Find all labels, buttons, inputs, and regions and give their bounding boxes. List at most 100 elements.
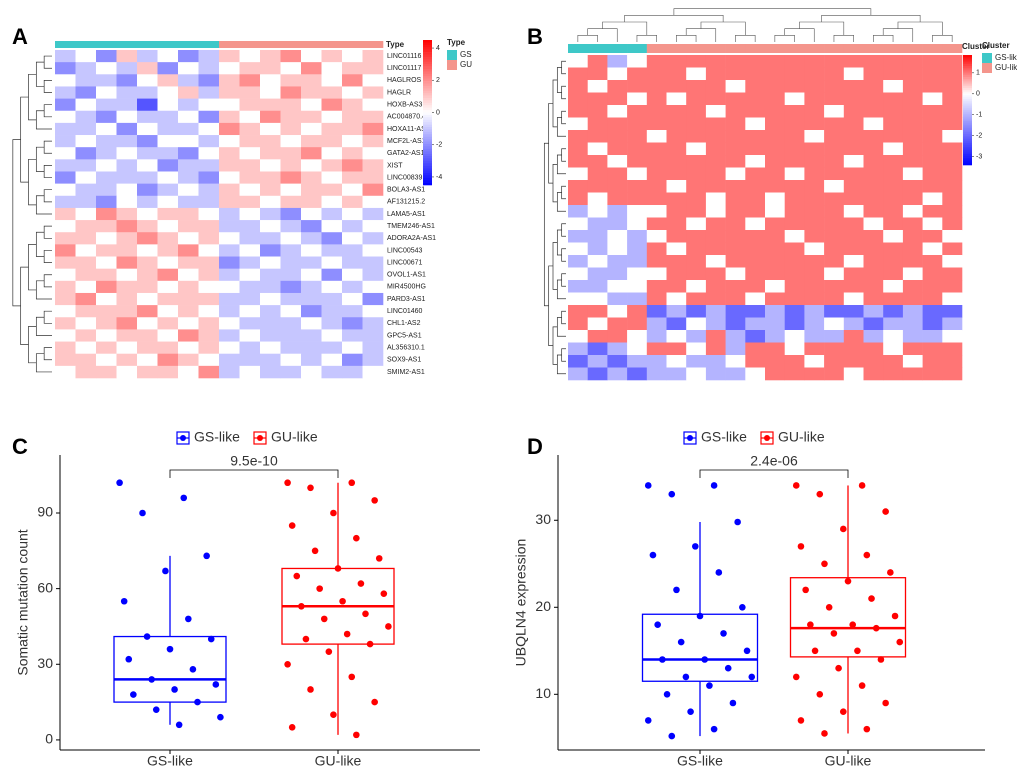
heatmap-cell xyxy=(280,353,302,367)
heatmap-cell xyxy=(198,341,220,355)
colorbar-tick-label: -1 xyxy=(976,112,982,119)
heatmap-cell xyxy=(342,195,363,209)
heatmap-cell xyxy=(705,80,726,93)
heatmap-cell xyxy=(902,292,923,306)
heatmap-cell xyxy=(902,317,923,331)
heatmap-cell xyxy=(824,367,845,381)
heatmap-cell xyxy=(219,220,240,233)
heatmap-cell xyxy=(824,130,845,143)
heatmap-cell xyxy=(260,341,281,355)
heatmap-cell xyxy=(666,67,687,81)
heatmap-cell xyxy=(666,55,687,68)
heatmap-cell xyxy=(219,86,240,99)
colorbar-step xyxy=(963,163,972,166)
point xyxy=(143,633,151,640)
dendrogram xyxy=(35,231,45,257)
heatmap-cell xyxy=(607,55,628,68)
heatmap-cell xyxy=(137,195,158,209)
heatmap-cell xyxy=(902,67,923,81)
heatmap-cell xyxy=(804,205,825,218)
heatmap-cell xyxy=(157,195,179,209)
heatmap-cell xyxy=(863,330,884,343)
heatmap-cell xyxy=(301,256,322,269)
heatmap-cell xyxy=(883,155,904,168)
heatmap-cell xyxy=(55,74,76,87)
colorbar-step xyxy=(963,77,972,80)
heatmap-cell xyxy=(198,329,220,342)
heatmap-cell xyxy=(843,217,864,231)
heatmap-cell xyxy=(607,205,628,218)
heatmap-cell xyxy=(627,80,648,93)
heatmap-cell xyxy=(362,280,384,294)
heatmap-cell xyxy=(157,220,179,233)
point xyxy=(330,509,337,517)
heatmap-cell xyxy=(942,92,963,106)
panel-label: C xyxy=(12,434,28,459)
heatmap-cell xyxy=(137,256,158,269)
heatmap-cell xyxy=(587,80,608,93)
point xyxy=(311,547,319,555)
heatmap-cell xyxy=(725,255,746,268)
point xyxy=(366,640,374,648)
heatmap-cell xyxy=(804,142,825,156)
heatmap-cell xyxy=(627,105,648,118)
colorbar-step xyxy=(423,95,432,99)
heatmap-cell xyxy=(902,130,923,143)
colorbar-step xyxy=(963,100,972,103)
heatmap-cell xyxy=(157,207,179,221)
heatmap-cell xyxy=(824,230,845,243)
heatmap-cell xyxy=(646,230,667,243)
heatmap-cell xyxy=(137,183,158,197)
heatmap-cell xyxy=(280,292,302,306)
heatmap-cell xyxy=(843,317,864,331)
legend-swatch xyxy=(447,50,457,60)
heatmap-cell xyxy=(902,242,923,256)
heatmap-cell xyxy=(824,105,845,118)
heatmap-cell xyxy=(883,242,904,256)
heatmap-cell xyxy=(157,317,179,330)
heatmap-cell xyxy=(280,365,302,379)
colorbar-step xyxy=(423,107,432,111)
annotation-cell xyxy=(765,44,785,53)
heatmap-cell xyxy=(922,242,943,256)
heatmap-cell xyxy=(804,117,825,131)
heatmap-cell xyxy=(824,280,845,293)
heatmap-cell xyxy=(178,280,199,294)
point xyxy=(854,647,861,655)
annotation-cell xyxy=(824,44,845,53)
row-label: GPC5-AS1 xyxy=(387,332,422,339)
heatmap-cell xyxy=(260,159,281,172)
heatmap-cell xyxy=(280,86,302,99)
heatmap-cell xyxy=(804,180,825,193)
heatmap-cell xyxy=(863,167,884,181)
point xyxy=(896,638,904,646)
heatmap-cell xyxy=(686,292,707,306)
heatmap-cell xyxy=(686,367,707,381)
heatmap-cell xyxy=(301,329,322,342)
heatmap-cell xyxy=(607,255,628,268)
colorbar-step xyxy=(423,81,432,84)
colorbar-step xyxy=(423,119,432,123)
dendrogram xyxy=(676,35,697,42)
heatmap-cell xyxy=(666,155,687,168)
heatmap-cell xyxy=(96,365,117,379)
heatmap-cell xyxy=(301,317,322,330)
colorbar-tick-label: -2 xyxy=(436,142,442,149)
heatmap-cell xyxy=(843,230,864,243)
heatmap-cell xyxy=(321,62,343,75)
heatmap-cell xyxy=(666,230,687,243)
colorbar-step xyxy=(963,86,972,89)
legend-swatch xyxy=(447,60,457,70)
heatmap-cell xyxy=(627,280,648,293)
heatmap-cell xyxy=(178,86,199,99)
heatmap-cell xyxy=(239,292,261,306)
heatmap-cell xyxy=(568,317,588,331)
point xyxy=(125,655,133,663)
heatmap-cell xyxy=(942,192,963,206)
heatmap-cell xyxy=(321,147,343,160)
point xyxy=(802,586,809,594)
colorbar-step xyxy=(423,110,432,113)
heatmap-cell xyxy=(342,207,363,221)
heatmap-cell xyxy=(745,55,766,68)
point xyxy=(288,724,296,731)
